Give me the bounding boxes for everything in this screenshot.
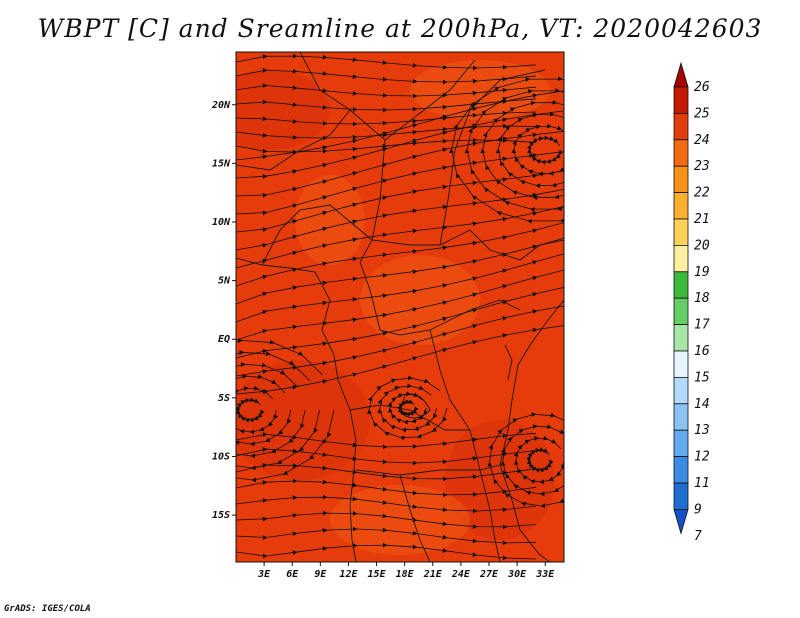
lat-tick-label: 10S xyxy=(212,451,230,462)
lon-tick-label: 9E xyxy=(314,569,327,580)
colorbar-swatch xyxy=(673,324,689,352)
colorbar-label: 22 xyxy=(694,186,710,201)
streamline xyxy=(367,375,448,441)
shading-patch xyxy=(410,60,550,120)
streamlines xyxy=(236,53,564,561)
streamline xyxy=(236,526,537,546)
colorbar-label: 23 xyxy=(694,159,710,174)
latitude-axis: 20N 15N 10N 5N EQ 5S 10S 15S xyxy=(211,100,236,521)
lon-tick-label: 12E xyxy=(339,569,358,580)
streamline xyxy=(236,542,537,561)
lat-tick-label: 15S xyxy=(212,510,230,521)
lon-tick-label: 15E xyxy=(368,569,387,580)
lon-tick-label: 6E xyxy=(286,569,299,580)
lon-tick-label: 21E xyxy=(423,569,443,580)
colorbar-label: 7 xyxy=(694,529,702,544)
colorbar-label: 15 xyxy=(694,370,710,385)
longitude-axis: 3E 6E 9E 12E 15E 18E 21E 24E 27E 30E 33E xyxy=(257,562,555,580)
colorbar-bottom-arrow xyxy=(673,508,689,535)
map-title: WBPT [C] and Sreamline at 200hPa, VT: 20… xyxy=(37,14,763,43)
streamline xyxy=(236,494,537,514)
streamline xyxy=(487,412,564,509)
colorbar-swatch xyxy=(673,192,689,220)
colorbar-swatch xyxy=(673,456,689,484)
colorbar-label: 16 xyxy=(694,344,710,359)
lat-tick-label: 5N xyxy=(218,276,231,287)
colorbar-label: 20 xyxy=(694,238,710,253)
lat-tick-label: 10N xyxy=(212,217,231,228)
colorbar-label: 9 xyxy=(694,502,702,517)
colorbar-label: 18 xyxy=(694,291,710,306)
colorbar-swatch xyxy=(673,218,689,246)
streamline xyxy=(236,447,537,466)
colorbar-swatch xyxy=(673,113,689,141)
lon-tick-label: 33E xyxy=(535,569,555,580)
lat-tick-label: 15N xyxy=(212,158,231,169)
colorbar-label: 21 xyxy=(694,212,710,227)
map-frame xyxy=(235,51,565,563)
colorbar-label: 13 xyxy=(694,423,710,438)
colorbar: 26 25 24 23 22 21 20 19 18 17 16 15 14 13 12 11 9 7 xyxy=(673,61,710,544)
grads-credit: GrADS: IGES/COLA xyxy=(4,604,91,614)
lat-tick-label: 20N xyxy=(211,100,231,111)
colorbar-swatch xyxy=(673,482,689,510)
colorbar-swatch xyxy=(673,429,689,458)
streamline xyxy=(236,478,537,498)
colorbar-swatch xyxy=(673,165,689,193)
colorbar-label: 26 xyxy=(694,80,710,95)
lon-tick-label: 3E xyxy=(257,569,271,580)
colorbar-label: 25 xyxy=(694,106,710,121)
colorbar-swatch xyxy=(673,271,689,299)
colorbar-swatch xyxy=(673,350,689,378)
colorbar-label: 11 xyxy=(694,476,710,491)
lon-tick-label: 24E xyxy=(451,569,471,580)
lon-tick-label: 30E xyxy=(507,569,527,580)
colorbar-swatch xyxy=(673,403,689,431)
lon-tick-label: 18E xyxy=(396,569,415,580)
streamline xyxy=(236,432,537,450)
colorbar-label: 14 xyxy=(694,397,710,412)
lat-tick-label: EQ xyxy=(218,334,230,345)
colorbar-swatch xyxy=(673,139,689,167)
lat-tick-label: 5S xyxy=(218,393,230,404)
colorbar-swatch xyxy=(673,297,689,326)
colorbar-label: 17 xyxy=(694,318,710,333)
colorbar-top-arrow xyxy=(673,61,689,88)
colorbar-label: 24 xyxy=(694,133,710,148)
colorbar-label: 19 xyxy=(694,265,710,280)
colorbar-swatch xyxy=(673,244,689,273)
streamline xyxy=(236,53,537,71)
streamline xyxy=(236,463,537,482)
map-panel: 20N 15N 10N 5N EQ 5S 10S 15S 3E 6E 9E 12E 15E 18E 21E… xyxy=(211,51,565,580)
colorbar-swatch xyxy=(673,86,689,114)
colorbar-swatch xyxy=(673,376,689,405)
lon-tick-label: 27E xyxy=(479,569,499,580)
colorbar-label: 12 xyxy=(694,450,710,465)
